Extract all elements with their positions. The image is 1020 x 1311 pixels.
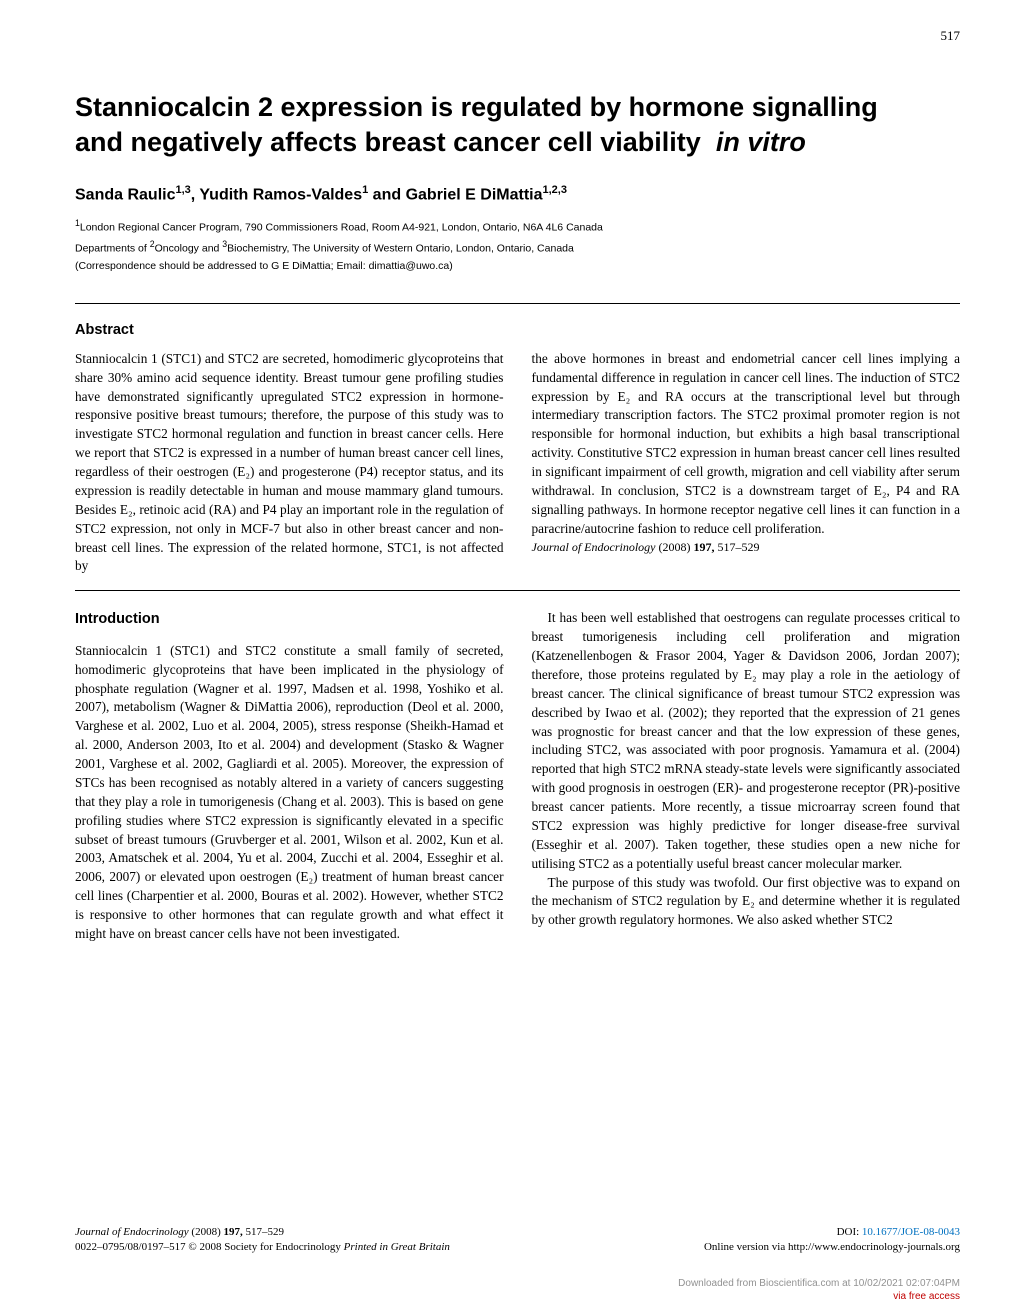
journal-vol: 197,: [693, 540, 714, 554]
author-1: Sanda Raulic: [75, 187, 175, 204]
abstract-left-col: Stanniocalcin 1 (STC1) and STC2 are secr…: [75, 350, 504, 577]
rule-2: [75, 590, 960, 591]
footer-doi-pre: DOI:: [837, 1226, 862, 1238]
author-2: Yudith Ramos-Valdes: [199, 187, 362, 204]
affil-2-mid: Oncology and: [155, 242, 223, 254]
downloaded-line1: Downloaded from Bioscientifica.com at 10…: [678, 1278, 960, 1289]
affiliation-1: 1London Regional Cancer Program, 790 Com…: [75, 217, 960, 236]
page-content: Stanniocalcin 2 expression is regulated …: [0, 0, 1020, 944]
title-italic-text: in vitro: [716, 127, 806, 157]
affil-2-pre: Departments of: [75, 242, 150, 254]
abstract-columns: Stanniocalcin 1 (STC1) and STC2 are secr…: [75, 350, 960, 577]
author-1-sup: 1,3: [175, 184, 190, 196]
title-line1: Stanniocalcin 2 expression is regulated …: [75, 92, 878, 122]
abstract-right-text: the above hormones in breast and endomet…: [532, 350, 961, 539]
abstract-left-text: Stanniocalcin 1 (STC1) and STC2 are secr…: [75, 350, 504, 577]
rule-1: [75, 303, 960, 304]
free-access-text: via free access: [893, 1291, 960, 1302]
abstract-journal-line: Journal of Endocrinology (2008) 197, 517…: [532, 539, 961, 556]
intro-columns: Introduction Stanniocalcin 1 (STC1) and …: [75, 609, 960, 944]
page-number: 517: [941, 28, 961, 44]
journal-year: (2008): [655, 540, 693, 554]
intro-right-p2: The purpose of this study was twofold. O…: [532, 874, 961, 931]
footer-journal: Journal of Endocrinology: [75, 1226, 189, 1238]
intro-right-p1: It has been well established that oestro…: [532, 609, 961, 873]
affiliation-2: Departments of 2Oncology and 3Biochemist…: [75, 238, 960, 257]
introduction-heading: Introduction: [75, 609, 504, 630]
author-3: Gabriel E DiMattia: [406, 187, 543, 204]
footer-pages: 517–529: [243, 1226, 284, 1238]
intro-left-text: Stanniocalcin 1 (STC1) and STC2 constitu…: [75, 642, 504, 944]
affiliations: 1London Regional Cancer Program, 790 Com…: [75, 217, 960, 275]
footer: Journal of Endocrinology (2008) 197, 517…: [75, 1225, 960, 1255]
author-sep2: and: [368, 187, 405, 204]
intro-left-col: Introduction Stanniocalcin 1 (STC1) and …: [75, 609, 504, 944]
affil-2-tail: Biochemistry, The University of Western …: [227, 242, 574, 254]
journal-pages: 517–529: [714, 540, 759, 554]
title-line2: and negatively affects breast cancer cel…: [75, 127, 701, 157]
footer-year: (2008): [189, 1226, 224, 1238]
affil-1-text: London Regional Cancer Program, 790 Comm…: [80, 221, 603, 233]
abstract-right-col: the above hormones in breast and endomet…: [532, 350, 961, 577]
footer-left: Journal of Endocrinology (2008) 197, 517…: [75, 1225, 450, 1255]
footer-online: Online version via http://www.endocrinol…: [704, 1241, 960, 1253]
title-italic-tail: in vitro: [708, 127, 806, 157]
footer-printed: Printed in Great Britain: [344, 1241, 450, 1253]
abstract-heading: Abstract: [75, 322, 960, 338]
correspondence: (Correspondence should be addressed to G…: [75, 259, 960, 275]
intro-right-col: It has been well established that oestro…: [532, 609, 961, 944]
journal-name: Journal of Endocrinology: [532, 540, 656, 554]
footer-right: DOI: 10.1677/JOE-08-0043 Online version …: [704, 1225, 960, 1255]
article-title: Stanniocalcin 2 expression is regulated …: [75, 90, 960, 160]
footer-copyright: 0022–0795/08/0197–517 © 2008 Society for…: [75, 1241, 344, 1253]
footer-doi-link[interactable]: 10.1677/JOE-08-0043: [862, 1226, 960, 1238]
authors: Sanda Raulic1,3, Yudith Ramos-Valdes1 an…: [75, 184, 960, 204]
download-notice: Downloaded from Bioscientifica.com at 10…: [678, 1277, 960, 1303]
author-3-sup: 1,2,3: [543, 184, 567, 196]
footer-vol: 197,: [223, 1226, 242, 1238]
